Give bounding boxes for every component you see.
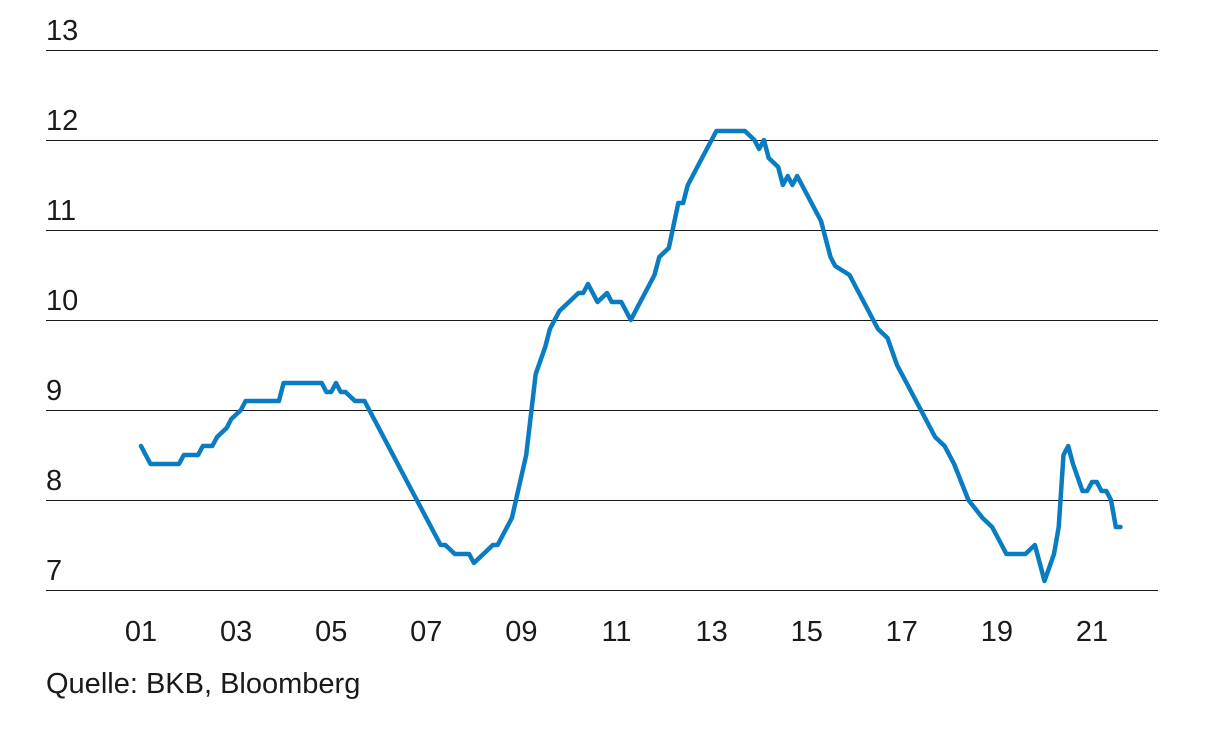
y-tick-label-10: 10 [46,285,78,317]
y-tick-label-8: 8 [46,465,62,497]
y-axis-ticks: 7 8 9 10 11 12 13 [46,15,78,587]
x-tick-label-11: 11 [601,616,631,648]
x-axis-ticks: 01 03 05 07 09 11 13 15 17 19 21 [125,616,1108,648]
y-tick-label-7: 7 [46,555,62,587]
x-tick-label-07: 07 [410,616,442,648]
x-tick-label-15: 15 [791,616,823,648]
x-tick-label-03: 03 [220,616,252,648]
series-line-0 [138,128,1123,584]
x-tick-label-09: 09 [505,616,537,648]
y-tick-label-13: 13 [46,15,78,47]
x-tick-label-17: 17 [886,616,918,648]
x-tick-label-19: 19 [981,616,1013,648]
x-tick-label-13: 13 [695,616,727,648]
series-layer [138,128,1123,584]
x-tick-label-01: 01 [125,616,157,648]
x-tick-label-21: 21 [1076,616,1108,648]
y-tick-label-12: 12 [46,105,78,137]
x-tick-label-05: 05 [315,616,347,648]
y-tick-label-11: 11 [46,195,76,227]
y-tick-label-9: 9 [46,375,62,407]
source-note: Quelle: BKB, Bloomberg [46,668,361,700]
gridlines [46,50,1158,591]
